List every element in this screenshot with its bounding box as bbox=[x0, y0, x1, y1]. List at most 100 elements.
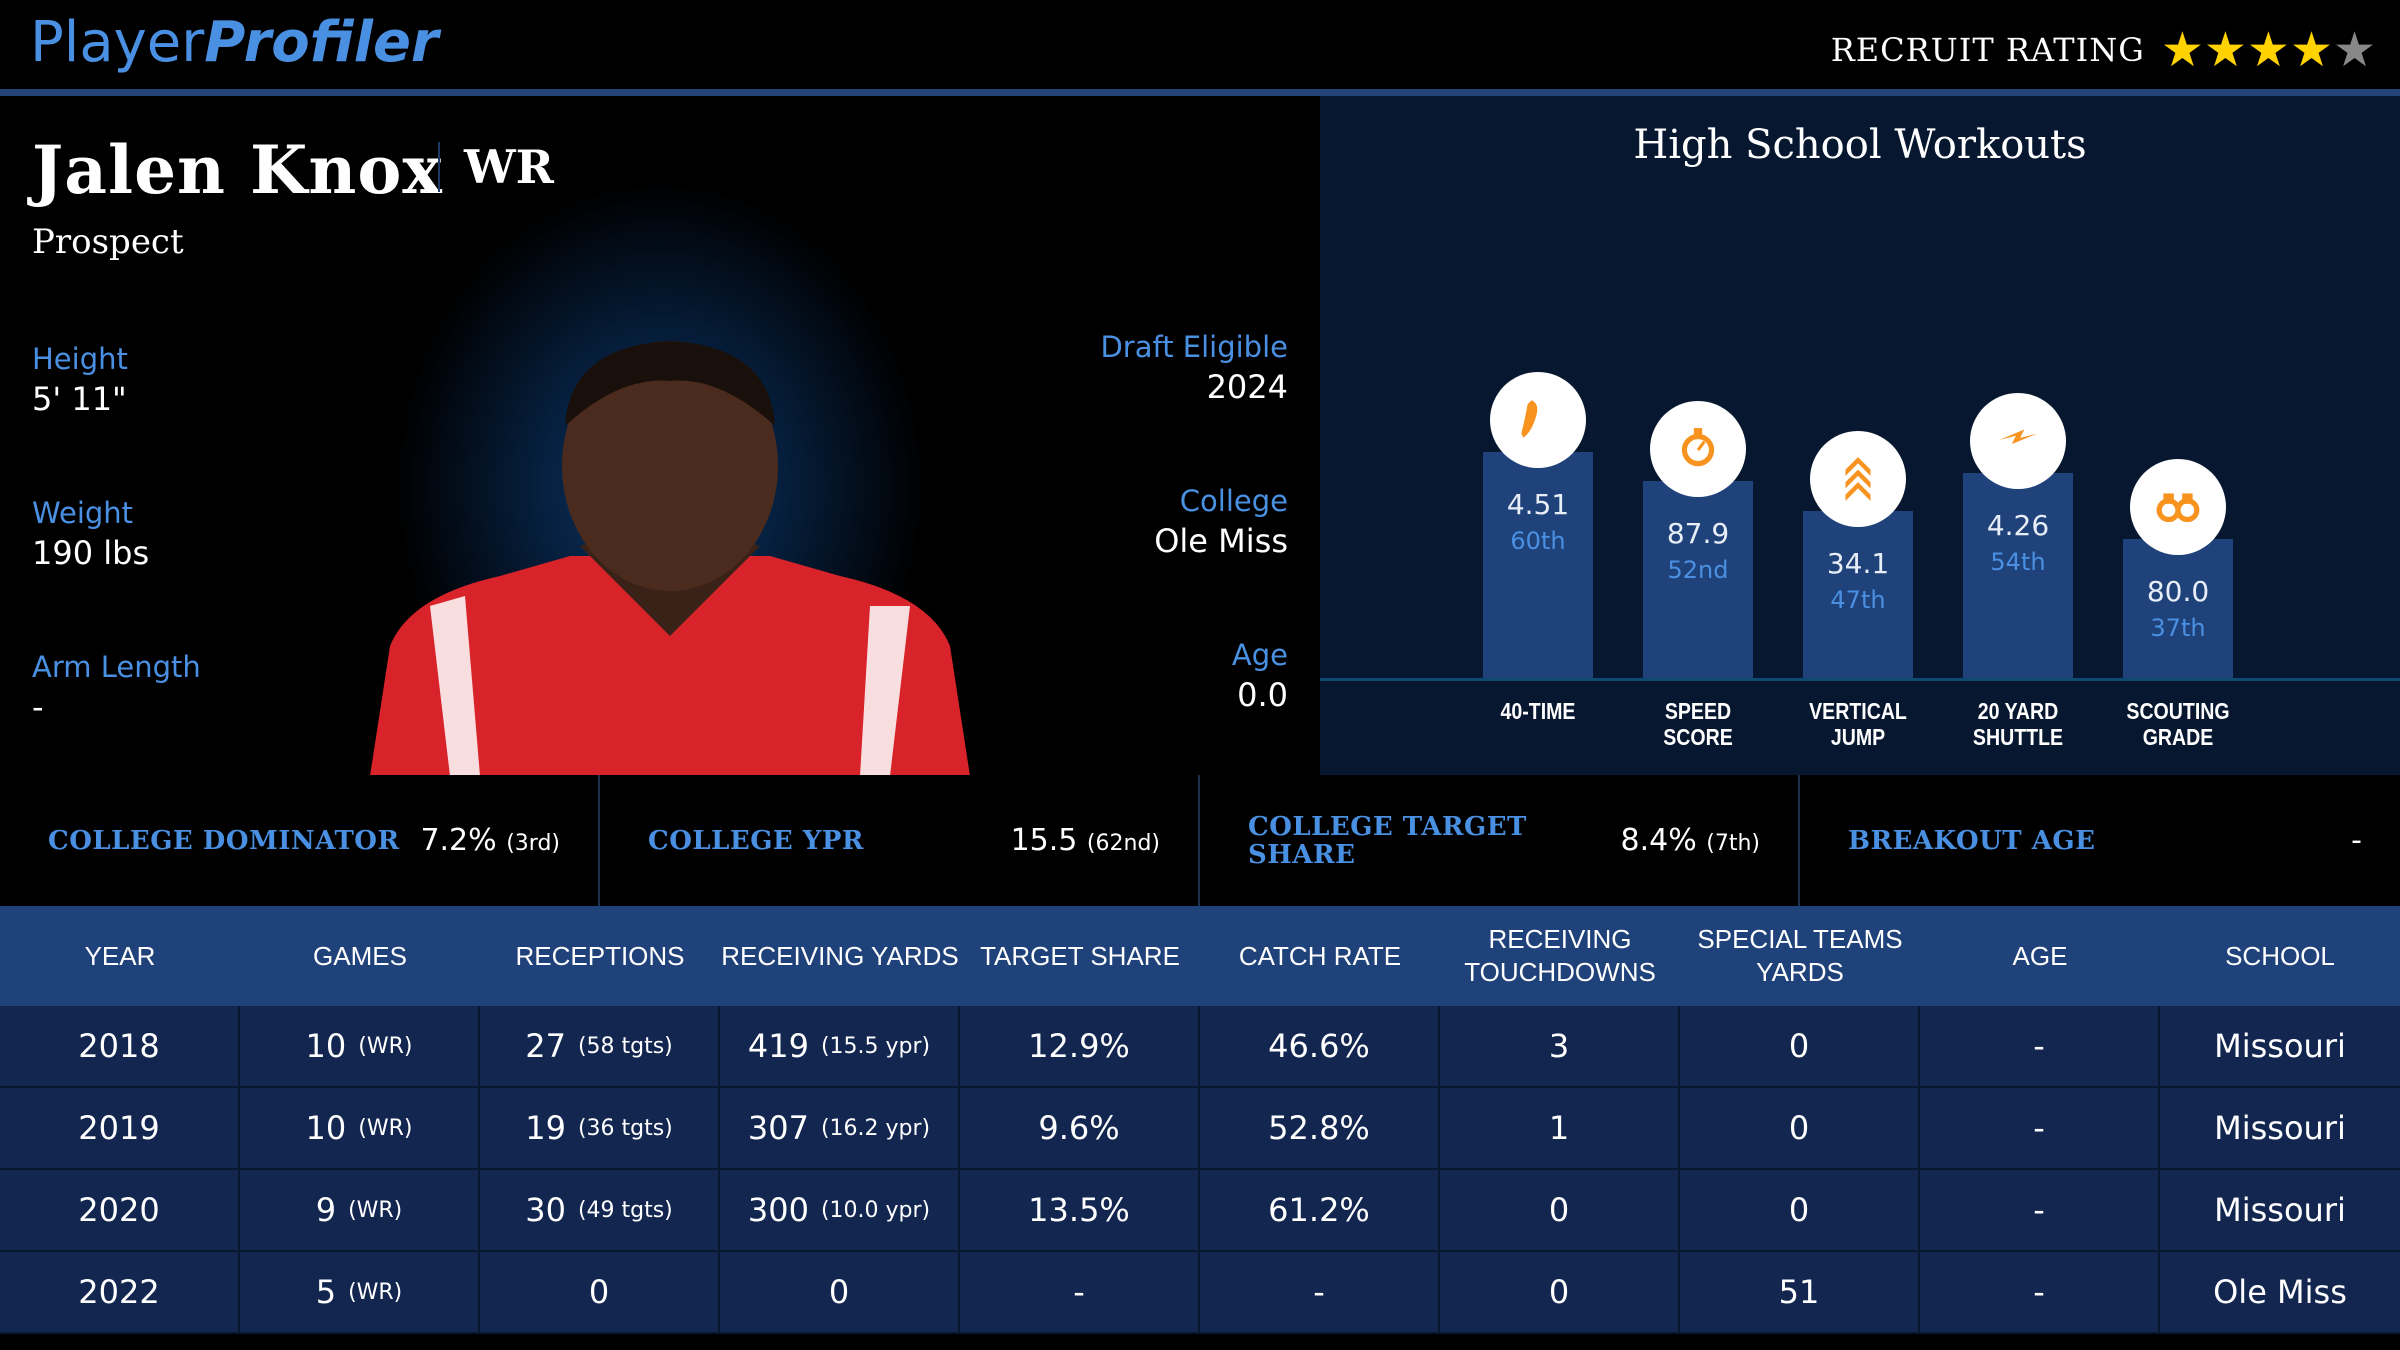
cell-value: 9.6% bbox=[1038, 1109, 1120, 1147]
table-cell: 13.5% bbox=[960, 1170, 1200, 1252]
cell-value: 1 bbox=[1548, 1109, 1570, 1147]
workout-icon-circle bbox=[1650, 401, 1746, 497]
cell-value: 2018 bbox=[78, 1027, 160, 1065]
table-cell: Ole Miss bbox=[2160, 1252, 2400, 1334]
cell-note: (15.5 ypr) bbox=[820, 1033, 931, 1059]
metric-value: 15.5 (62nd) bbox=[1011, 823, 1160, 858]
table-cell: 12.9% bbox=[960, 1006, 1200, 1088]
workout-label-line2: GRADE bbox=[2142, 724, 2214, 750]
column-header[interactable]: RECEIVING TOUCHDOWNS bbox=[1440, 906, 1680, 1006]
cell-note: (WR) bbox=[348, 1197, 403, 1223]
workout-label: 40-TIME bbox=[1470, 698, 1606, 724]
workout-label: VERTICAL JUMP bbox=[1790, 698, 1926, 750]
column-header[interactable]: YEAR bbox=[0, 906, 240, 1006]
age-field: Age 0.0 bbox=[1232, 638, 1288, 714]
stopwatch-icon bbox=[1681, 428, 1715, 467]
weight-value: 190 lbs bbox=[32, 534, 150, 572]
cell-note: (58 tgts) bbox=[577, 1033, 673, 1059]
player-photo bbox=[370, 341, 970, 776]
workout-label-line1: 20 YARD bbox=[1977, 698, 2059, 724]
cell-value: 0 bbox=[1548, 1273, 1570, 1311]
header-divider bbox=[0, 89, 2400, 96]
metric-number: - bbox=[2351, 823, 2362, 858]
metric-label: COLLEGE TARGET SHARE bbox=[1248, 811, 1527, 870]
table-cell: 2022 bbox=[0, 1252, 240, 1334]
cell-value: 0 bbox=[1788, 1027, 1810, 1065]
college-value: Ole Miss bbox=[1154, 522, 1288, 560]
workout-value: 4.26 bbox=[1986, 509, 2050, 542]
workout-icon-circle bbox=[1490, 372, 1586, 468]
weight-field: Weight 190 lbs bbox=[32, 496, 149, 572]
star-icon: ★ bbox=[2246, 22, 2290, 78]
table-cell: 0 bbox=[480, 1252, 720, 1334]
cell-value: - bbox=[2033, 1109, 2045, 1147]
workout-percentile: 52nd bbox=[1667, 556, 1729, 584]
recruit-rating: RECRUIT RATING ★★★★★ bbox=[1831, 26, 2376, 74]
draft-value: 2024 bbox=[1206, 368, 1288, 406]
cell-note: (10.0 ypr) bbox=[820, 1197, 931, 1223]
cell-note: (36 tgts) bbox=[577, 1115, 673, 1141]
player-status: Prospect bbox=[32, 222, 184, 262]
shoe-icon bbox=[1521, 400, 1538, 438]
cell-value: 46.6% bbox=[1268, 1027, 1370, 1065]
table-cell: 51 bbox=[1680, 1252, 1920, 1334]
age-label: Age bbox=[1231, 638, 1288, 672]
column-header[interactable]: GAMES bbox=[240, 906, 480, 1006]
cell-value: 419 bbox=[747, 1027, 809, 1065]
cell-value: 30 bbox=[525, 1191, 566, 1229]
workout-label: SCOUTING GRADE bbox=[2110, 698, 2246, 750]
cell-value: 0 bbox=[588, 1273, 610, 1311]
workout-label-line2: SHUTTLE bbox=[1972, 724, 2064, 750]
table-cell: 2018 bbox=[0, 1006, 240, 1088]
metric-cell: COLLEGE DOMINATOR 7.2% (3rd) bbox=[0, 775, 600, 906]
metric-value: 7.2% (3rd) bbox=[420, 823, 560, 858]
column-header[interactable]: RECEIVING YARDS bbox=[720, 906, 960, 1006]
workout-value: 4.51 bbox=[1506, 488, 1570, 521]
arm-length-label: Arm Length bbox=[32, 650, 201, 684]
cell-value: 2022 bbox=[78, 1273, 160, 1311]
workout-label-line1: 40-TIME bbox=[1500, 698, 1576, 724]
workout-percentile: 54th bbox=[1990, 548, 2046, 576]
table-cell: Missouri bbox=[2160, 1170, 2400, 1252]
logo-text-bold: Profiler bbox=[204, 10, 439, 75]
table-cell: 3 bbox=[1440, 1006, 1680, 1088]
workout-label-line1: SPEED bbox=[1664, 698, 1732, 724]
player-name: Jalen Knox bbox=[32, 131, 443, 209]
workout-label: 20 YARD SHUTTLE bbox=[1950, 698, 2086, 750]
cell-value: 2020 bbox=[78, 1191, 160, 1229]
table-cell: 2020 bbox=[0, 1170, 240, 1252]
metric-cell: BREAKOUT AGE - bbox=[1800, 775, 2400, 906]
draft-label: Draft Eligible bbox=[1100, 330, 1288, 364]
age-value: 0.0 bbox=[1237, 676, 1288, 714]
cell-value: 300 bbox=[747, 1191, 809, 1229]
stats-table: YEAR GAMES RECEPTIONS RECEIVING YARDS TARGET… bbox=[0, 906, 2400, 1334]
column-header[interactable]: RECEPTIONS bbox=[480, 906, 720, 1006]
cell-value: - bbox=[2033, 1027, 2045, 1065]
metric-label: COLLEGE YPR bbox=[648, 825, 865, 856]
star-icon: ★ bbox=[2203, 22, 2247, 78]
workout-bar: 80.0 37th bbox=[2123, 459, 2233, 678]
table-cell: 27 (58 tgts) bbox=[480, 1006, 720, 1088]
recruit-rating-label: RECRUIT RATING bbox=[1830, 31, 2145, 69]
cell-value: 5 bbox=[315, 1273, 337, 1311]
metric-rank: (7th) bbox=[1706, 831, 1760, 856]
workout-label-line1: VERTICAL bbox=[1809, 698, 1907, 724]
table-row: 2020 9 (WR) 30 (49 tgts) 300 (10.0 ypr) 13.5% 61… bbox=[0, 1170, 2400, 1252]
table-cell: 5 (WR) bbox=[240, 1252, 480, 1334]
column-header[interactable]: SCHOOL bbox=[2160, 906, 2400, 1006]
column-header[interactable]: SPECIAL TEAMS YARDS bbox=[1680, 906, 1920, 1006]
arm-length-value: - bbox=[32, 688, 44, 726]
table-cell: 0 bbox=[1440, 1170, 1680, 1252]
cell-note: (49 tgts) bbox=[577, 1197, 673, 1223]
column-header[interactable]: TARGET SHARE bbox=[960, 906, 1200, 1006]
lightning-icon bbox=[1999, 429, 2037, 445]
column-header[interactable]: AGE bbox=[1920, 906, 2160, 1006]
logo[interactable]: PlayerProfiler bbox=[30, 10, 439, 75]
table-cell: 0 bbox=[720, 1252, 960, 1334]
cell-value: 10 bbox=[305, 1109, 347, 1147]
height-label: Height bbox=[32, 342, 128, 376]
logo-text-light: Player bbox=[30, 10, 205, 75]
workout-label-line2: JUMP bbox=[1830, 724, 1886, 750]
column-header[interactable]: CATCH RATE bbox=[1200, 906, 1440, 1006]
cell-value: 307 bbox=[747, 1109, 809, 1147]
